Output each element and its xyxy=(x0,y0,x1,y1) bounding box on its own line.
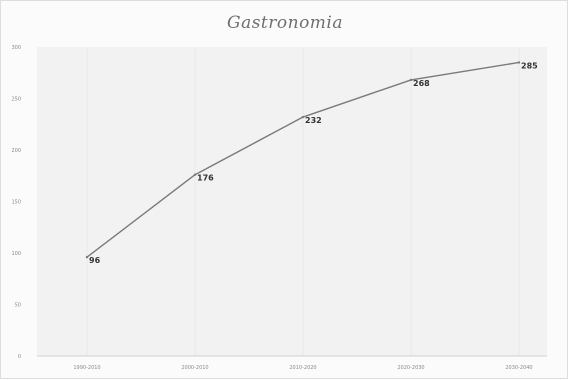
x-tick-label: 2000-2010 xyxy=(181,365,208,371)
axes: 0 50 100 150 200 250 300 1990-2010 2000-2010 2010… xyxy=(11,45,547,371)
data-point xyxy=(409,78,413,82)
series-layer xyxy=(85,61,521,259)
data-point xyxy=(301,115,305,119)
data-point xyxy=(85,255,89,259)
data-label: 96 xyxy=(89,256,101,265)
y-tick-label: 150 xyxy=(11,200,21,206)
x-tick-label: 2010-2020 xyxy=(289,365,316,371)
data-point xyxy=(193,173,197,176)
grid-lines xyxy=(86,47,520,356)
data-label: 176 xyxy=(197,174,214,183)
x-tick-label: 2030-2040 xyxy=(505,365,532,371)
y-tick-label: 0 xyxy=(18,354,21,360)
y-tick-label: 250 xyxy=(11,97,21,103)
data-label: 232 xyxy=(305,116,322,125)
data-labels: 96 176 232 268 285 xyxy=(89,61,538,265)
data-label: 268 xyxy=(413,79,430,88)
data-label: 285 xyxy=(521,61,538,70)
x-tick-label: 1990-2010 xyxy=(73,365,100,371)
data-point xyxy=(517,61,521,64)
y-tick-label: 200 xyxy=(11,148,21,154)
x-tick-label: 2020-2030 xyxy=(397,365,424,371)
y-tick-label: 300 xyxy=(11,45,21,51)
chart-title: Gastronomia xyxy=(226,13,343,33)
y-tick-label: 100 xyxy=(11,251,21,257)
plot-area xyxy=(37,47,547,356)
y-tick-label: 50 xyxy=(15,303,21,309)
